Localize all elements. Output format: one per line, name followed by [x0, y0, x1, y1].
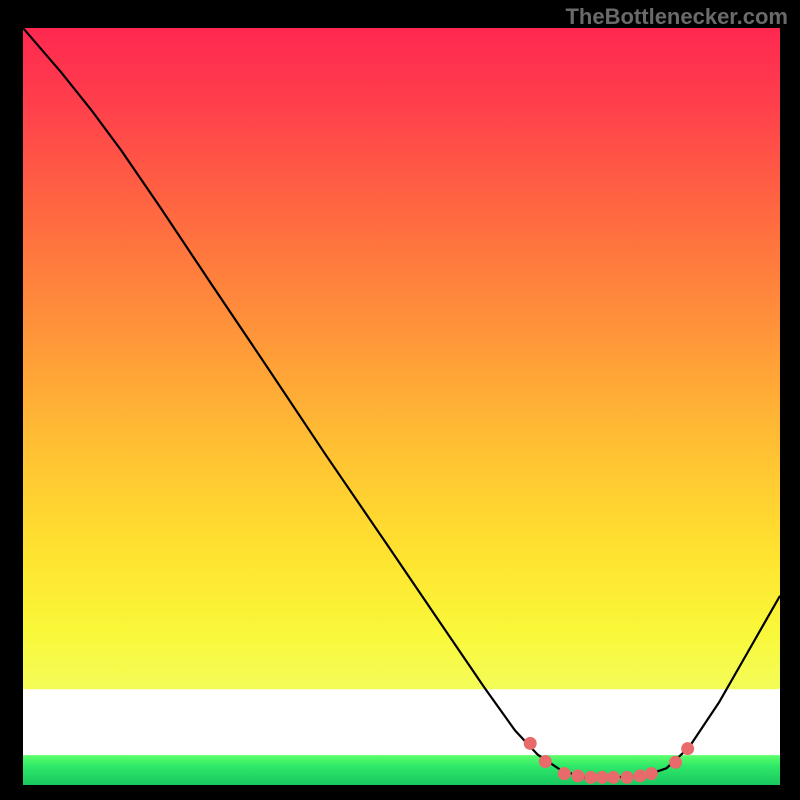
marker-dot: [645, 767, 658, 780]
marker-dot: [633, 769, 646, 782]
chart-svg: [23, 28, 780, 785]
marker-dot: [621, 771, 634, 784]
gradient-background: [23, 28, 780, 785]
watermark-text: TheBottlenecker.com: [565, 4, 788, 30]
plot-area: [23, 28, 780, 785]
marker-dot: [596, 771, 609, 784]
marker-dot: [584, 771, 597, 784]
marker-dot: [669, 756, 682, 769]
marker-dot: [539, 755, 552, 768]
marker-dot: [558, 767, 571, 780]
marker-dot: [524, 737, 537, 750]
marker-dot: [681, 742, 694, 755]
marker-dot: [607, 771, 620, 784]
marker-dot: [571, 769, 584, 782]
chart-container: TheBottlenecker.com: [0, 0, 800, 800]
